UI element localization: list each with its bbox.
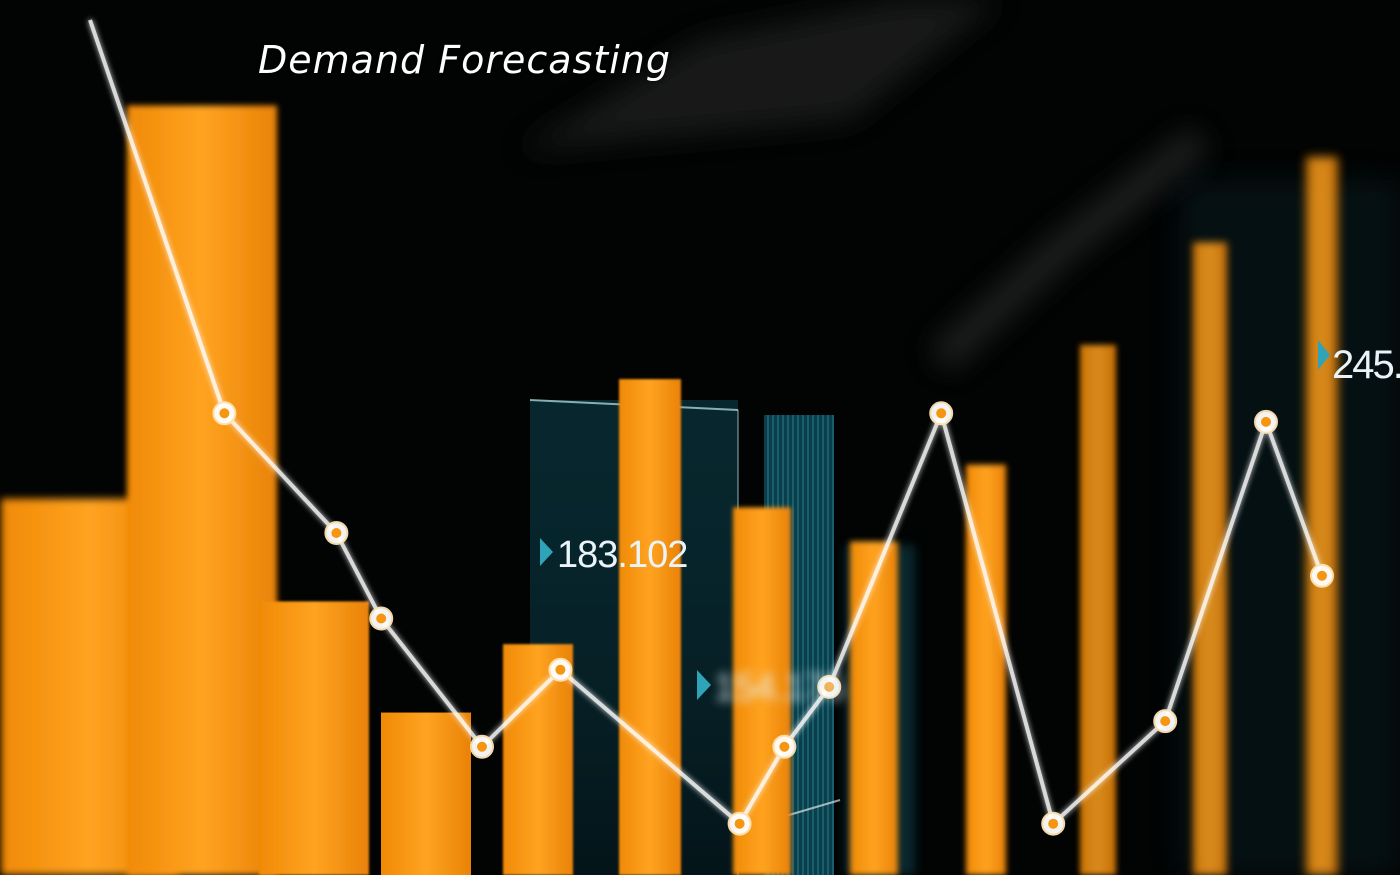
label-marker-2: [697, 670, 711, 700]
line-point-core-3: [331, 528, 342, 538]
bar-6: [619, 379, 681, 875]
line-point-core-12: [1160, 716, 1171, 727]
line-point-core-14: [1317, 570, 1327, 581]
bar-2: [127, 105, 277, 875]
line-point-core-5: [477, 741, 487, 752]
label-marker-3: [1318, 340, 1330, 370]
line-point-core-8: [779, 741, 790, 752]
data-labels: 183.102 154.176 245.57: [540, 340, 1400, 709]
line-point-core-4: [376, 613, 387, 624]
line-point-core-10: [936, 408, 947, 419]
line-point-core-13: [1261, 416, 1271, 427]
bar-4: [381, 712, 471, 875]
label-marker-1: [540, 538, 553, 566]
line-point-core-11: [1048, 818, 1059, 829]
data-label-3: 245.57: [1318, 340, 1400, 387]
bar-5: [503, 644, 573, 875]
data-label-2: 154.176: [697, 667, 845, 709]
line-point-core-7: [734, 818, 745, 829]
bar-3: [259, 601, 369, 875]
line-point-core-6: [555, 664, 566, 675]
data-label-text-2: 154.176: [714, 667, 844, 709]
line-series: [88, 19, 1334, 836]
line-point-core-2: [219, 408, 230, 419]
bar-8: [850, 541, 898, 875]
page-title: Demand Forecasting: [258, 38, 671, 82]
bar-series: [1, 105, 1338, 875]
bar-12: [1306, 156, 1338, 875]
data-label-1: 183.102: [540, 534, 688, 576]
line-path: [88, 19, 1324, 826]
data-label-text-3: 245.57: [1332, 343, 1400, 387]
line-point-core-9: [824, 681, 835, 692]
bar-10: [1080, 344, 1116, 875]
data-label-text-1: 183.102: [557, 534, 687, 576]
